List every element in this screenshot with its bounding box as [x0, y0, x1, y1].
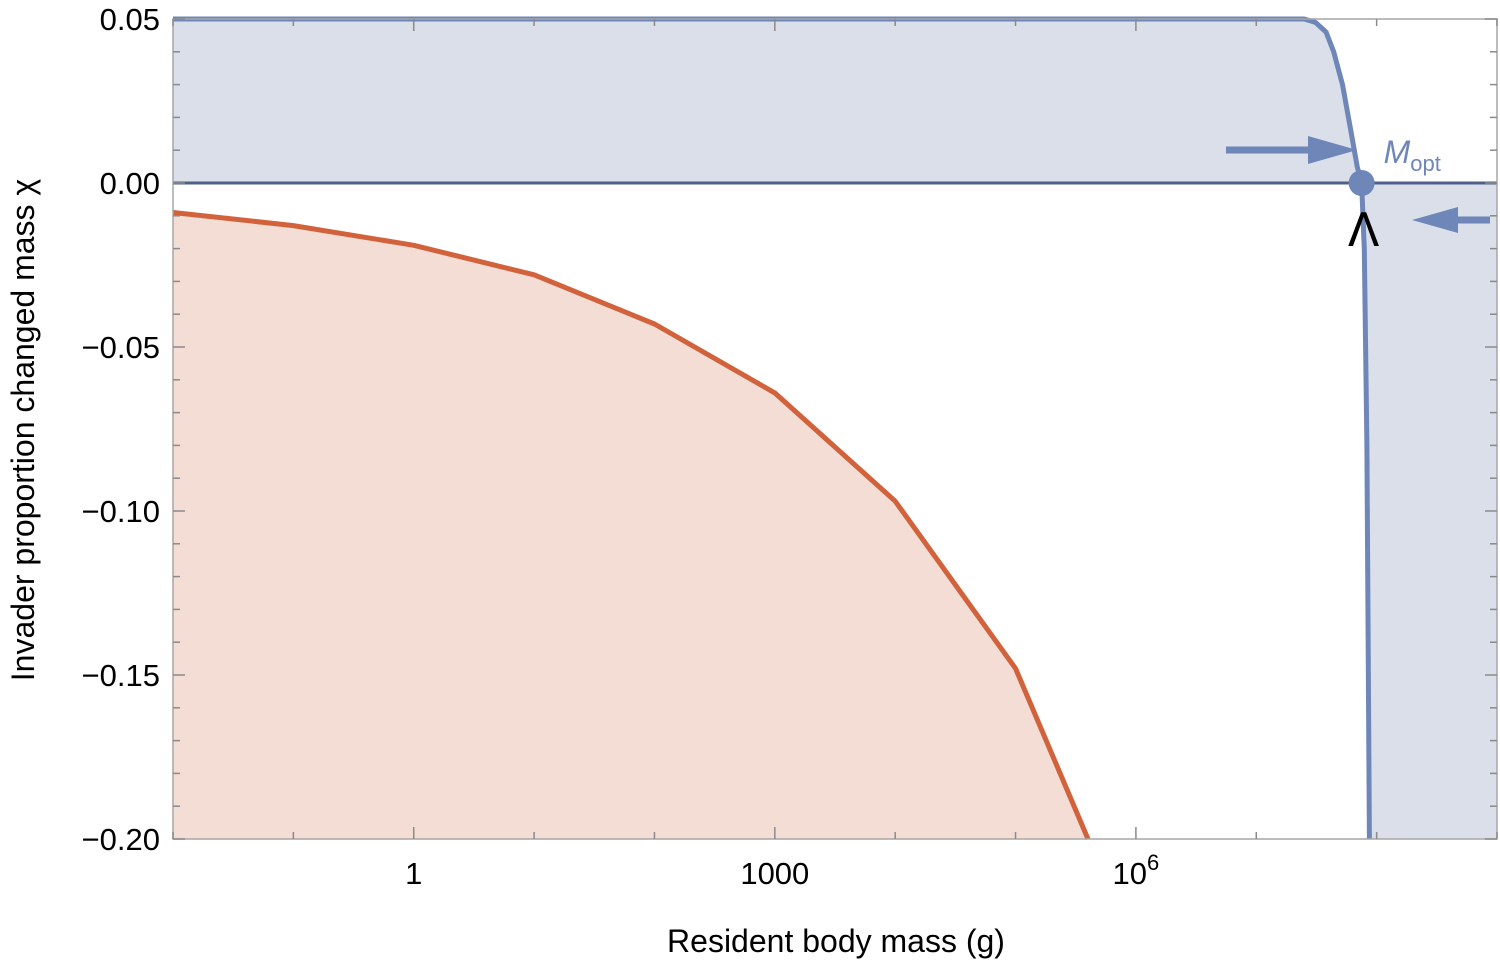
arrow-left-head	[1412, 207, 1458, 233]
optimum-point	[1348, 170, 1375, 196]
x-tick-label: 1000	[740, 856, 809, 891]
x-axis-label: Resident body mass (g)	[667, 923, 1005, 959]
series-1-line	[172, 210, 1091, 840]
lambda-marker: Λ	[1348, 203, 1380, 257]
y-tick-label: 0.05	[100, 2, 160, 37]
plot-border	[172, 18, 1498, 840]
x-tick-label: 1	[405, 856, 422, 891]
optimum-label-subscript: opt	[1410, 151, 1441, 176]
axis-ticks: 1 1000 106 0.05 0.00 −0.05 −0.10 −0.15 −0.20	[82, 2, 1498, 891]
series-lines	[172, 16, 1497, 840]
x-tick-label: 106	[1113, 850, 1160, 891]
optimum-label: Mopt	[1384, 134, 1441, 176]
y-tick-label: −0.20	[82, 822, 160, 857]
series-fills	[173, 19, 1497, 839]
plot-frame	[172, 18, 1498, 840]
arrow-right-head	[1308, 136, 1357, 164]
x-tick-label-exponent: 6	[1147, 850, 1159, 875]
y-tick-label: −0.10	[82, 494, 160, 529]
y-tick-label: −0.05	[82, 330, 160, 365]
y-tick-label: 0.00	[100, 166, 160, 201]
series-1-fill	[173, 212, 1088, 839]
y-tick-label: −0.15	[82, 658, 160, 693]
y-axis-label: Invader proportion changed mass χ	[5, 179, 41, 682]
